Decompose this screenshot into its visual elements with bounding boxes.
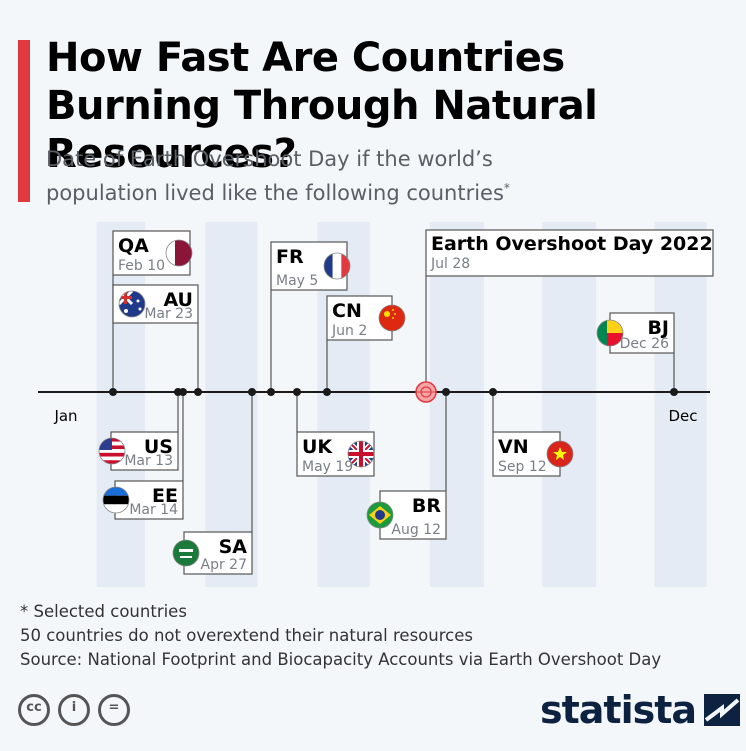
point-br bbox=[442, 388, 450, 396]
brazil-flag bbox=[366, 501, 394, 529]
country-code: QA bbox=[118, 235, 149, 257]
country-code: CN bbox=[332, 300, 362, 322]
month-stripe bbox=[96, 222, 146, 587]
month-stripes bbox=[96, 222, 707, 587]
point-qa bbox=[109, 388, 117, 396]
connector-lines bbox=[112, 275, 675, 532]
point-vn bbox=[489, 388, 497, 396]
country-date: Mar 14 bbox=[129, 502, 178, 518]
benin-flag bbox=[596, 319, 624, 347]
reference-box bbox=[425, 229, 714, 277]
country-date: Dec 26 bbox=[620, 336, 669, 352]
country-code: FR bbox=[276, 246, 304, 268]
attribution-icon[interactable]: i bbox=[58, 694, 90, 726]
month-stripe bbox=[542, 222, 597, 587]
country-code: EE bbox=[152, 485, 178, 507]
country-date: Feb 10 bbox=[118, 258, 165, 274]
country-code: BR bbox=[412, 495, 441, 517]
country-date: Aug 12 bbox=[391, 522, 441, 538]
month-stripe bbox=[205, 222, 258, 587]
china-flag bbox=[378, 304, 406, 332]
label-fr: FR May 5 bbox=[270, 241, 351, 291]
country-date: Apr 27 bbox=[201, 557, 247, 573]
country-code: BJ bbox=[647, 317, 669, 339]
point-sa bbox=[248, 388, 256, 396]
axis-label-end: Dec bbox=[668, 407, 697, 425]
reference-date: Jul 28 bbox=[430, 256, 470, 272]
brand-name: statista bbox=[540, 688, 697, 732]
subtitle-footnote-mark: * bbox=[503, 181, 510, 195]
subtitle: Date of Earth Overshoot Day if the world… bbox=[46, 145, 606, 208]
country-date: Mar 23 bbox=[144, 306, 193, 322]
label-br: BR Aug 12 bbox=[366, 490, 447, 540]
reference-name: Earth Overshoot Day 2022 bbox=[431, 233, 713, 255]
month-stripe bbox=[654, 222, 707, 587]
timeline-dots bbox=[109, 381, 678, 403]
point-au bbox=[194, 388, 202, 396]
vietnam-flag bbox=[546, 440, 574, 468]
country-code: VN bbox=[498, 436, 529, 458]
footnote-countries: 50 countries do not overextend their nat… bbox=[20, 626, 473, 645]
country-date: Jun 2 bbox=[331, 323, 367, 339]
country-date: May 5 bbox=[276, 273, 318, 289]
no-derivatives-icon[interactable]: = bbox=[98, 694, 130, 726]
earth-overshoot-marker-icon bbox=[415, 381, 437, 403]
country-date: May 19 bbox=[302, 459, 353, 475]
country-code: US bbox=[144, 436, 173, 458]
country-code: AU bbox=[163, 289, 193, 311]
subtitle-text: Date of Earth Overshoot Day if the world… bbox=[46, 147, 504, 205]
footnote-source: Source: National Footprint and Biocapaci… bbox=[20, 650, 662, 669]
point-uk bbox=[293, 388, 301, 396]
footnotes: * Selected countries 50 countries do not… bbox=[20, 600, 661, 672]
brand[interactable]: statista bbox=[540, 688, 741, 732]
uk-flag bbox=[347, 440, 375, 468]
license-icons: cc i = bbox=[18, 694, 130, 726]
saudi-arabia-flag bbox=[172, 539, 200, 567]
point-bj bbox=[670, 388, 678, 396]
cc-icon[interactable]: cc bbox=[18, 694, 50, 726]
page-title: How Fast Are Countries Burning Through N… bbox=[46, 35, 598, 177]
estonia-flag bbox=[102, 486, 130, 514]
france-flag bbox=[323, 252, 351, 280]
footnote-selected: * Selected countries bbox=[20, 602, 187, 621]
country-code: UK bbox=[302, 436, 333, 458]
accent-bar bbox=[18, 40, 30, 202]
usa-flag bbox=[98, 437, 126, 465]
australia-flag bbox=[118, 290, 146, 318]
country-date: Sep 12 bbox=[498, 459, 547, 475]
point-cn bbox=[323, 388, 331, 396]
country-code: SA bbox=[219, 536, 248, 558]
axis-label-start: Jan bbox=[53, 407, 77, 425]
point-fr bbox=[267, 388, 275, 396]
country-date: Mar 13 bbox=[124, 453, 173, 469]
point-ee bbox=[179, 388, 187, 396]
statista-logo-icon bbox=[704, 694, 741, 726]
qatar-flag bbox=[165, 239, 193, 267]
